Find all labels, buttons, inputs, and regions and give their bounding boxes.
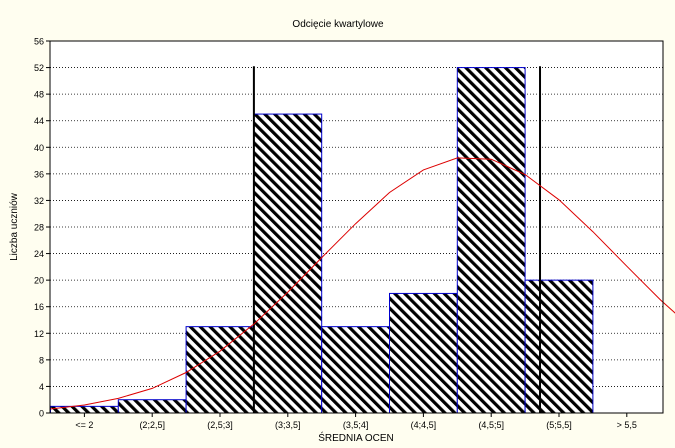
- y-tick-label: 52: [34, 63, 44, 73]
- x-tick-label: (3,5;4]: [343, 420, 369, 430]
- histogram-bar: [185, 326, 255, 414]
- normal-curve-layer: [50, 157, 675, 410]
- y-tick-label: 28: [34, 223, 44, 233]
- chart-title: Odcięcie kwartylowe: [292, 19, 384, 30]
- plot-border: [49, 40, 664, 414]
- x-tick-label: <= 2: [75, 420, 93, 430]
- x-tick-label: (4,5;5]: [478, 420, 504, 430]
- histogram-bar: [117, 399, 187, 414]
- y-tick-label: 16: [34, 302, 44, 312]
- histogram-bar: [456, 67, 526, 414]
- y-tick-label: 44: [34, 116, 44, 126]
- x-axis-label: ŚREDNIA OCEN: [318, 431, 394, 444]
- x-tick-label: (5;5,5]: [546, 420, 572, 430]
- histogram-bar: [253, 113, 323, 414]
- y-axis-label: Liczba uczniów: [9, 192, 20, 261]
- histogram-bar: [524, 279, 594, 414]
- y-tick-label: 56: [34, 37, 44, 47]
- y-tick-label: 8: [39, 355, 44, 365]
- y-tick-label: 12: [34, 329, 44, 339]
- y-tick-label: 4: [39, 382, 44, 392]
- x-tick-label: (2;2,5]: [139, 420, 165, 430]
- x-tick-label: > 5,5: [617, 420, 637, 430]
- histogram-bar: [321, 326, 391, 414]
- y-tick-label: 32: [34, 196, 44, 206]
- y-tick-label: 40: [34, 143, 44, 153]
- y-tick-label: 24: [34, 249, 44, 259]
- cutoff-lines: [252, 66, 542, 413]
- x-tick-label: (3;3,5]: [275, 420, 301, 430]
- normal-fit-curve: [50, 157, 675, 410]
- x-axis-ticks: <= 2 (2;2,5] (2,5;3] (3;3,5] (3,5;4] (4;4,5] (…: [75, 413, 637, 430]
- histogram-bar: [389, 292, 458, 414]
- y-tick-label: 0: [39, 409, 44, 419]
- y-tick-label: 36: [34, 169, 44, 179]
- bars: [50, 67, 594, 414]
- y-tick-label: 20: [34, 276, 44, 286]
- x-tick-label: (2,5;3]: [207, 420, 233, 430]
- x-tick-label: (4;4,5]: [411, 420, 437, 430]
- y-tick-label: 48: [34, 90, 44, 100]
